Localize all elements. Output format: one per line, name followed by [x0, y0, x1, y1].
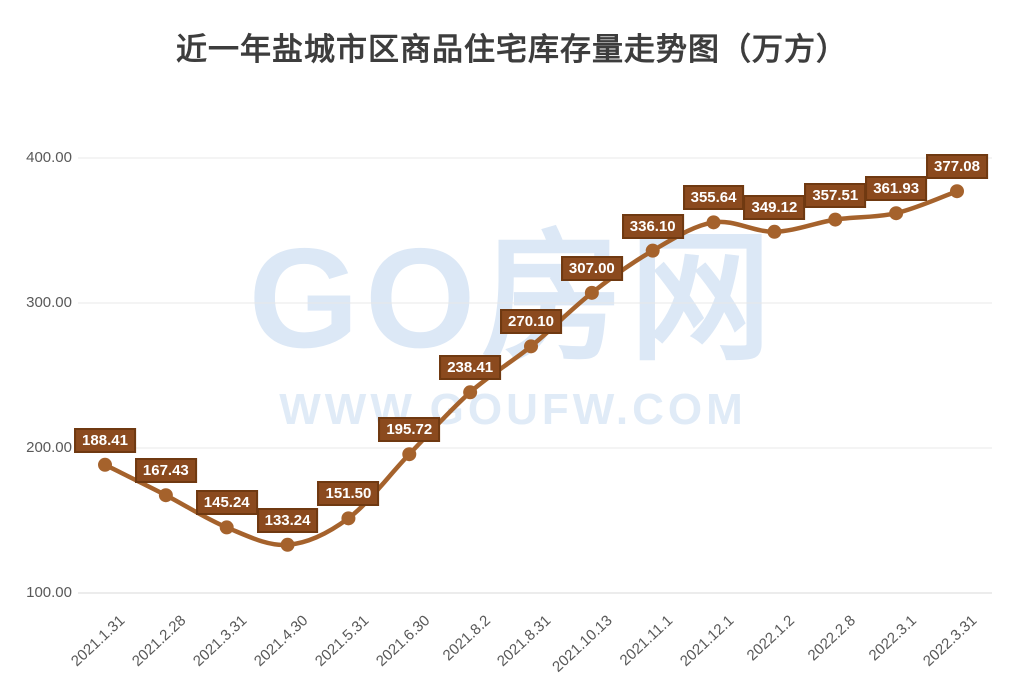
data-point-marker [280, 537, 295, 552]
data-point-marker [219, 520, 234, 535]
data-point-label: 357.51 [804, 182, 867, 208]
data-point-label: 167.43 [134, 458, 197, 484]
data-point-marker [645, 243, 660, 258]
data-point-label: 355.64 [682, 185, 745, 211]
watermark-brand-text: GO房网 [248, 219, 778, 378]
data-point-label: 361.93 [865, 176, 928, 202]
data-point-label: 349.12 [743, 194, 806, 220]
y-axis-tick-label: 100.00 [26, 584, 72, 601]
data-point-marker [950, 184, 964, 199]
data-point-marker [524, 339, 538, 354]
data-point-marker [584, 285, 599, 300]
data-point-label: 151.50 [317, 481, 380, 507]
data-point-marker [158, 488, 173, 503]
data-point-marker [402, 447, 417, 462]
data-point-marker [889, 206, 904, 221]
data-point-label: 188.41 [74, 427, 136, 453]
data-point-marker [706, 215, 721, 230]
data-point-marker [828, 212, 843, 227]
data-point-label: 238.41 [439, 355, 502, 381]
data-point-marker [341, 511, 356, 526]
data-point-label: 195.72 [378, 417, 441, 443]
data-point-label: 270.10 [500, 309, 562, 335]
chart-title: 近一年盐城市区商品住宅库存量走势图（万方） [176, 32, 848, 67]
data-point-marker [463, 385, 478, 400]
data-point-label: 377.08 [926, 154, 988, 180]
watermark-url-text: WWW.GOUFW.COM [279, 385, 747, 434]
y-axis-tick-label: 400.00 [26, 149, 72, 166]
data-point-label: 133.24 [256, 507, 319, 533]
data-point-label: 336.10 [621, 213, 684, 239]
y-axis-tick-label: 300.00 [26, 294, 72, 311]
data-point-label: 307.00 [560, 255, 623, 281]
data-point-marker [98, 457, 112, 472]
y-axis-tick-label: 200.00 [26, 439, 72, 456]
data-point-label: 145.24 [195, 490, 258, 516]
data-point-marker [767, 224, 782, 239]
